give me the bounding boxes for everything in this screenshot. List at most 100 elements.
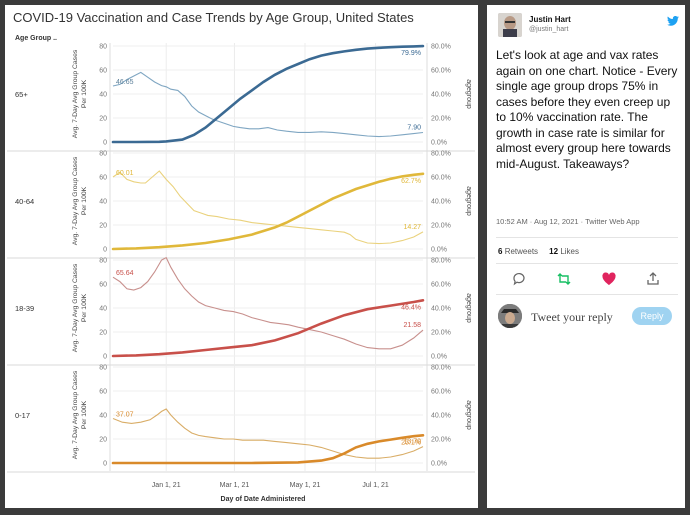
tweet-text: Let's look at age and vax rates again on…	[496, 48, 678, 171]
case-start-label: 46.65	[116, 79, 134, 86]
case-end-label: 7.90	[407, 125, 421, 132]
agegroup-column-header: Age Group ..	[15, 35, 57, 42]
vax-end-label: 23.1%	[401, 439, 421, 446]
right-tick-label: 40.0%	[431, 413, 451, 420]
left-tick-label: 40	[99, 199, 107, 206]
right-tick-label: 0.0%	[431, 461, 447, 468]
retweets-label[interactable]: Retweets	[504, 247, 539, 256]
divider	[496, 237, 678, 238]
age-group-label: 40-64	[15, 197, 34, 206]
right-axis-title: agegroup	[465, 79, 472, 109]
divider	[496, 294, 678, 295]
case-start-label: 37.07	[116, 412, 134, 419]
left-tick-label: 60	[99, 175, 107, 182]
x-tick-label: May 1, 21	[290, 482, 321, 489]
left-axis-title-line1: Avg. 7-Day Avg Group Cases	[72, 370, 79, 459]
vaccination-rate-line	[111, 433, 425, 465]
retweet-icon[interactable]	[556, 271, 572, 287]
right-tick-label: 40.0%	[431, 199, 451, 206]
left-axis-title-line1: Avg. 7-Day Avg Group Cases	[72, 49, 79, 138]
author-name[interactable]: Justin Hart	[529, 15, 571, 24]
like-icon[interactable]	[601, 271, 617, 287]
x-tick-label: Mar 1, 21	[220, 482, 250, 489]
right-tick-label: 20.0%	[431, 437, 451, 444]
right-tick-label: 60.0%	[431, 389, 451, 396]
x-tick-label: Jan 1, 21	[152, 482, 181, 489]
reply-button[interactable]: Reply	[632, 307, 672, 325]
retweets-count[interactable]: 6	[498, 247, 503, 256]
vax-end-label: 79.9%	[401, 50, 421, 57]
right-tick-label: 80.0%	[431, 365, 451, 372]
right-tick-label: 80.0%	[431, 258, 451, 265]
age-group-label: 0-17	[15, 411, 30, 420]
left-axis-title-line1: Avg. 7-Day Avg Group Cases	[72, 263, 79, 352]
vaccination-rate-line	[111, 172, 425, 251]
case-start-label: 60.01	[116, 170, 134, 177]
age-group-label: 18-39	[15, 304, 34, 313]
right-tick-label: 0.0%	[431, 247, 447, 254]
right-tick-label: 40.0%	[431, 306, 451, 313]
author-avatar[interactable]	[498, 13, 522, 37]
left-axis-title-line2: Per 100K	[81, 293, 88, 322]
reply-input[interactable]: Tweet your reply	[531, 310, 613, 324]
right-tick-label: 0.0%	[431, 140, 447, 147]
right-tick-label: 40.0%	[431, 92, 451, 99]
right-tick-label: 60.0%	[431, 175, 451, 182]
left-axis-title-line2: Per 100K	[81, 400, 88, 429]
reply-icon[interactable]	[511, 271, 527, 287]
case-rate-line	[112, 256, 424, 350]
divider	[496, 263, 678, 264]
vaccination-rate-line	[111, 298, 425, 358]
x-axis-title: Day of Date Administered	[221, 496, 306, 503]
right-tick-label: 20.0%	[431, 223, 451, 230]
left-tick-label: 20	[99, 116, 107, 123]
chart-title: COVID-19 Vaccination and Case Trends by …	[13, 10, 414, 25]
right-tick-label: 80.0%	[431, 151, 451, 158]
left-tick-label: 0	[103, 354, 107, 361]
left-tick-label: 20	[99, 330, 107, 337]
left-axis-title-line2: Per 100K	[81, 79, 88, 108]
left-tick-label: 20	[99, 223, 107, 230]
left-tick-label: 80	[99, 151, 107, 158]
left-tick-label: 0	[103, 461, 107, 468]
twitter-bird-icon	[667, 13, 679, 31]
age-group-label: 65+	[15, 90, 28, 99]
tweet-stats: 6 Retweets 12 Likes	[498, 247, 579, 256]
right-tick-label: 0.0%	[431, 354, 447, 361]
left-tick-label: 80	[99, 44, 107, 51]
left-tick-label: 0	[103, 140, 107, 147]
left-tick-label: 20	[99, 437, 107, 444]
chart-panel: COVID-19 Vaccination and Case Trends by …	[5, 5, 478, 508]
case-end-label: 14.27	[403, 224, 421, 231]
share-icon[interactable]	[645, 271, 661, 287]
case-rate-line	[112, 71, 424, 138]
left-tick-label: 80	[99, 258, 107, 265]
left-tick-label: 60	[99, 282, 107, 289]
x-tick-label: Jul 1, 21	[362, 482, 389, 489]
likes-label[interactable]: Likes	[560, 247, 579, 256]
right-axis-title: agegroup	[465, 400, 472, 430]
right-axis-title: agegroup	[465, 293, 472, 323]
case-end-label: 13.70	[403, 439, 421, 446]
left-tick-label: 40	[99, 306, 107, 313]
right-tick-label: 60.0%	[431, 68, 451, 75]
author-handle[interactable]: @justin_hart	[529, 26, 569, 33]
vaccination-rate-line	[111, 44, 425, 144]
right-axis-title: agegroup	[465, 186, 472, 216]
case-rate-line	[112, 170, 424, 245]
vax-end-label: 46.4%	[401, 304, 421, 311]
right-tick-label: 80.0%	[431, 44, 451, 51]
chart-svg: 0 0.0% 20 20.0% 40 40.0% 60 60.0% 80 80.0% 65+ Avg.…	[7, 43, 475, 503]
case-start-label: 65.64	[116, 270, 134, 277]
likes-count[interactable]: 12	[549, 247, 559, 256]
tweet-card: Justin Hart @justin_hart Let's look at a…	[487, 5, 685, 508]
case-rate-line	[112, 408, 424, 459]
right-tick-label: 60.0%	[431, 282, 451, 289]
left-tick-label: 0	[103, 247, 107, 254]
tweet-timestamp[interactable]: 10:52 AM · Aug 12, 2021 · Twitter Web Ap…	[496, 217, 640, 226]
left-tick-label: 40	[99, 92, 107, 99]
vax-end-label: 62.7%	[401, 178, 421, 185]
current-user-avatar	[498, 304, 522, 328]
left-tick-label: 80	[99, 365, 107, 372]
right-tick-label: 20.0%	[431, 330, 451, 337]
